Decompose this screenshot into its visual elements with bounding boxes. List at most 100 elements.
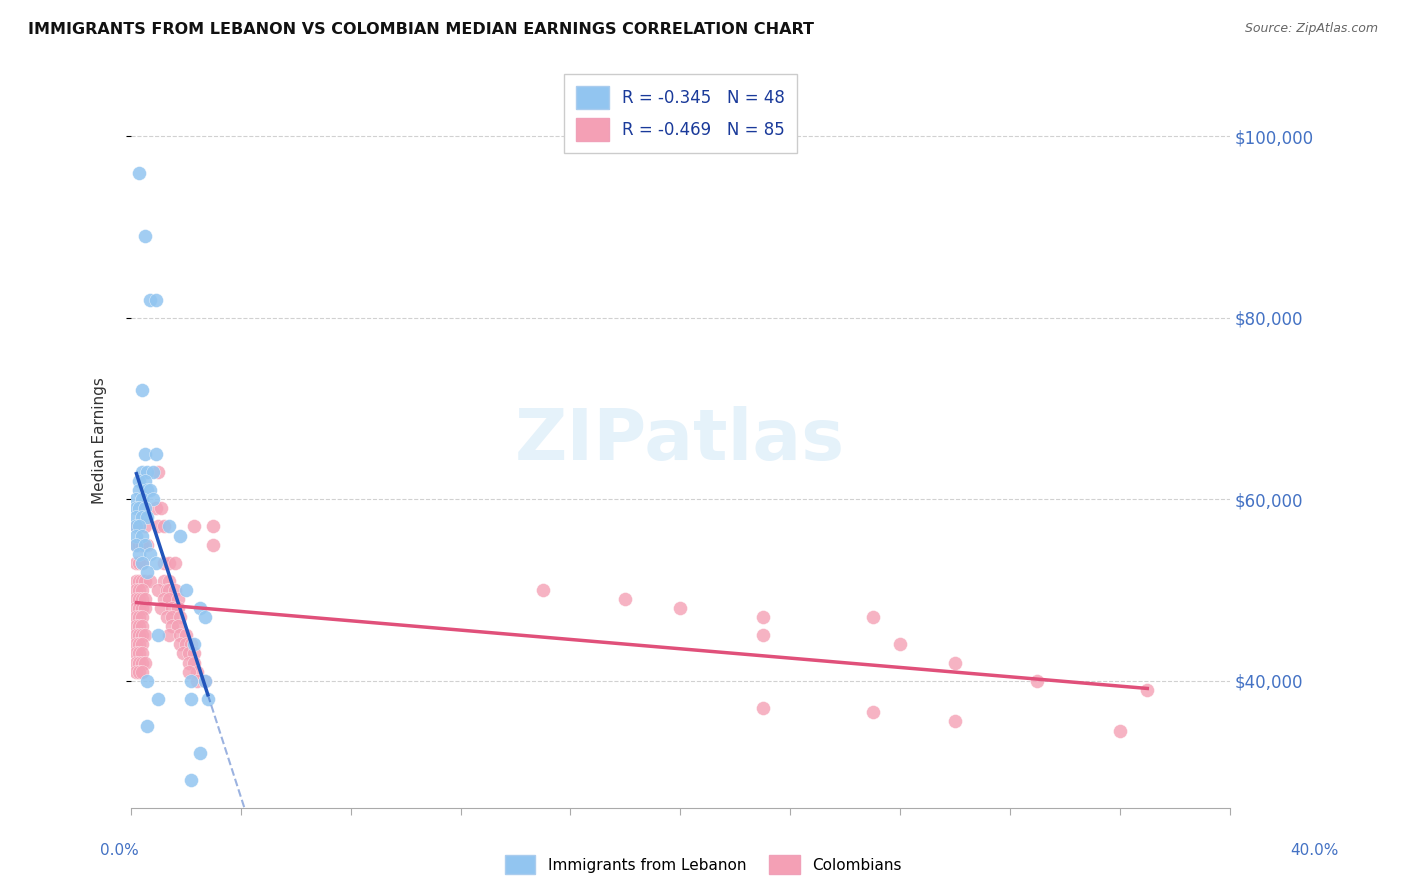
Point — [751, 610, 773, 624]
Point — [148, 582, 170, 597]
Point — [128, 519, 150, 533]
Point — [128, 166, 150, 180]
Point — [125, 556, 148, 570]
Point — [131, 592, 153, 607]
Point — [169, 528, 191, 542]
Point — [180, 637, 202, 651]
Point — [131, 538, 153, 552]
Point — [128, 474, 150, 488]
Point — [125, 501, 148, 516]
Point — [134, 538, 156, 552]
Point — [125, 601, 148, 615]
Point — [202, 519, 225, 533]
Point — [128, 619, 150, 633]
Point — [134, 592, 156, 607]
Point — [862, 706, 884, 720]
Point — [169, 610, 191, 624]
Point — [128, 647, 150, 661]
Point — [166, 601, 188, 615]
Point — [1136, 682, 1159, 697]
Point — [128, 501, 150, 516]
Point — [172, 647, 194, 661]
Point — [128, 538, 150, 552]
Point — [136, 483, 159, 498]
Point — [134, 628, 156, 642]
Point — [153, 574, 176, 588]
Point — [125, 519, 148, 533]
Point — [169, 637, 191, 651]
Point — [125, 628, 148, 642]
Point — [142, 492, 165, 507]
Legend: Immigrants from Lebanon, Colombians: Immigrants from Lebanon, Colombians — [499, 849, 907, 880]
Point — [125, 538, 148, 552]
Point — [125, 592, 148, 607]
Point — [160, 619, 183, 633]
Point — [134, 519, 156, 533]
Point — [136, 673, 159, 688]
Point — [128, 547, 150, 561]
Point — [163, 582, 186, 597]
Point — [134, 501, 156, 516]
Point — [157, 519, 180, 533]
Point — [125, 665, 148, 679]
Point — [139, 574, 162, 588]
Point — [943, 714, 966, 729]
Point — [157, 574, 180, 588]
Point — [131, 384, 153, 398]
Point — [128, 483, 150, 498]
Point — [202, 538, 225, 552]
Point — [134, 474, 156, 488]
Point — [131, 656, 153, 670]
Point — [136, 719, 159, 733]
Point — [174, 628, 197, 642]
Point — [134, 656, 156, 670]
Point — [153, 519, 176, 533]
Point — [131, 619, 153, 633]
Point — [186, 673, 208, 688]
Point — [125, 582, 148, 597]
Point — [145, 447, 167, 461]
Point — [197, 691, 219, 706]
Point — [157, 582, 180, 597]
Point — [148, 628, 170, 642]
Point — [131, 574, 153, 588]
Point — [131, 556, 153, 570]
Point — [131, 637, 153, 651]
Point — [188, 601, 211, 615]
Point — [150, 501, 173, 516]
Point — [160, 601, 183, 615]
Point — [156, 610, 179, 624]
Point — [142, 465, 165, 479]
Point — [125, 528, 148, 542]
Point — [125, 610, 148, 624]
Point — [125, 492, 148, 507]
Point — [128, 592, 150, 607]
Point — [194, 673, 217, 688]
Point — [128, 656, 150, 670]
Point — [157, 628, 180, 642]
Point — [139, 483, 162, 498]
Point — [174, 637, 197, 651]
Point — [183, 656, 205, 670]
Point — [163, 556, 186, 570]
Point — [180, 773, 202, 788]
Text: 40.0%: 40.0% — [1291, 843, 1339, 858]
Point — [131, 582, 153, 597]
Point — [145, 556, 167, 570]
Point — [128, 665, 150, 679]
Point — [751, 701, 773, 715]
Point — [169, 628, 191, 642]
Point — [134, 601, 156, 615]
Point — [177, 656, 200, 670]
Point — [150, 601, 173, 615]
Point — [669, 601, 692, 615]
Point — [131, 610, 153, 624]
Point — [177, 665, 200, 679]
Point — [131, 556, 153, 570]
Point — [156, 582, 179, 597]
Point — [862, 610, 884, 624]
Point — [125, 619, 148, 633]
Point — [125, 647, 148, 661]
Text: Source: ZipAtlas.com: Source: ZipAtlas.com — [1244, 22, 1378, 36]
Point — [186, 665, 208, 679]
